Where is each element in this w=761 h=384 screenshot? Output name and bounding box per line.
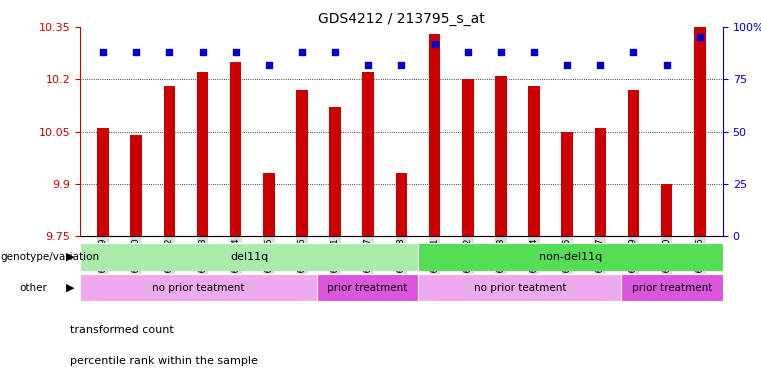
Text: ▶: ▶ (66, 252, 75, 262)
Bar (317, 274, 419, 301)
Point (428, 41, 441, 47)
Point (694, 34, 706, 40)
Bar (97, 128, 109, 236)
Bar (495, 76, 507, 236)
Point (130, 49, 142, 55)
Bar (263, 174, 275, 236)
Bar (230, 62, 241, 236)
Title: GDS4212 / 213795_s_at: GDS4212 / 213795_s_at (318, 12, 485, 26)
Bar (528, 86, 540, 236)
Point (230, 49, 242, 55)
Text: del11q: del11q (230, 252, 268, 262)
Point (164, 49, 176, 55)
Bar (197, 72, 209, 236)
Text: other: other (19, 283, 47, 293)
Text: genotype/variation: genotype/variation (1, 252, 100, 262)
Point (97, 49, 109, 55)
Bar (622, 274, 723, 301)
Point (661, 61, 673, 68)
Bar (428, 34, 441, 236)
Point (462, 49, 474, 55)
Bar (330, 107, 341, 236)
Bar (661, 184, 673, 236)
Point (396, 61, 408, 68)
Point (594, 61, 607, 68)
Bar (362, 72, 374, 236)
Bar (419, 274, 622, 301)
Bar (694, 27, 705, 236)
Bar (396, 174, 407, 236)
Bar (462, 79, 473, 236)
Point (362, 61, 374, 68)
Point (296, 49, 308, 55)
Point (196, 49, 209, 55)
Text: prior treatment: prior treatment (327, 283, 408, 293)
Bar (296, 90, 307, 236)
Text: ▶: ▶ (66, 283, 75, 293)
Text: no prior teatment: no prior teatment (473, 283, 566, 293)
Text: prior treatment: prior treatment (632, 283, 712, 293)
Bar (80, 243, 419, 271)
Bar (594, 128, 606, 236)
Point (561, 61, 573, 68)
Text: non-del11q: non-del11q (539, 252, 602, 262)
Point (263, 61, 275, 68)
Text: no prior teatment: no prior teatment (152, 283, 244, 293)
Point (528, 49, 540, 55)
Bar (80, 274, 317, 301)
Bar (164, 86, 175, 236)
Point (329, 49, 341, 55)
Bar (628, 90, 639, 236)
Text: transformed count: transformed count (70, 325, 174, 335)
Point (495, 49, 507, 55)
Bar (419, 243, 723, 271)
Bar (562, 131, 573, 236)
Point (627, 49, 639, 55)
Text: percentile rank within the sample: percentile rank within the sample (70, 356, 258, 366)
Bar (130, 135, 142, 236)
